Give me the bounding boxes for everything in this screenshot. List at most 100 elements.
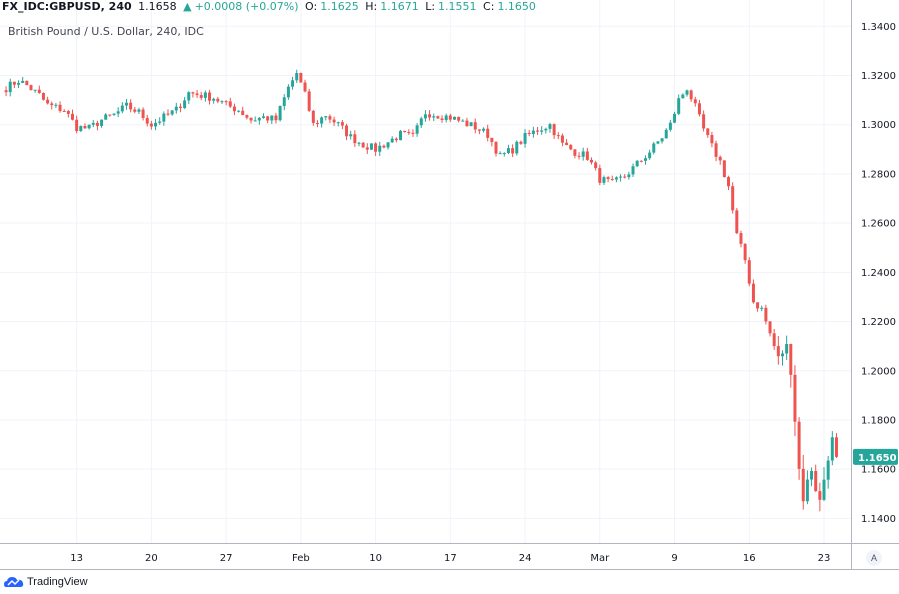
candle-body <box>237 110 241 112</box>
candle-body <box>286 86 290 98</box>
candle-body <box>818 491 822 500</box>
tradingview-logo[interactable]: TradingView <box>4 576 88 588</box>
candle-body <box>129 102 133 110</box>
candle-body <box>58 104 62 111</box>
low-value: 1.1551 <box>438 0 477 13</box>
candle-body <box>41 92 45 100</box>
candle-body <box>639 160 643 162</box>
candle-body <box>158 121 162 123</box>
candle-body <box>46 99 50 104</box>
symbol-name[interactable]: FX_IDC:GBPUSD, 240 <box>2 0 132 13</box>
y-tick-label: 1.2000 <box>861 366 896 377</box>
candle-body <box>531 130 535 135</box>
candle-body <box>403 130 407 133</box>
x-tick-label: 10 <box>369 553 382 564</box>
candle-body <box>610 179 614 181</box>
candle-body <box>627 174 631 178</box>
candle-body <box>673 113 677 123</box>
candle-body <box>257 117 261 121</box>
candle-body <box>440 118 444 120</box>
chart-subtitle: British Pound / U.S. Dollar, 240, IDC <box>8 25 204 38</box>
candle-body <box>112 113 116 115</box>
y-tick-label: 1.2800 <box>861 169 896 180</box>
candle-body <box>685 90 689 95</box>
candle-body <box>756 302 760 309</box>
candle-body <box>702 114 706 129</box>
candle-body <box>162 113 166 122</box>
candle-body <box>108 114 112 116</box>
candle-body <box>573 149 577 156</box>
candle-body <box>369 143 373 150</box>
candle-body <box>328 116 332 120</box>
open-label: O: <box>305 0 318 13</box>
candle-body <box>212 98 216 101</box>
candle-body <box>776 346 780 357</box>
candle-body <box>261 116 265 118</box>
candle-body <box>17 82 21 85</box>
candles <box>4 69 838 512</box>
candle-body <box>797 421 801 469</box>
candle-body <box>178 106 182 109</box>
candle-body <box>801 468 805 502</box>
candle-body <box>4 90 8 93</box>
candle-body <box>315 122 319 124</box>
candle-body <box>469 122 473 127</box>
candle-body <box>228 101 232 107</box>
candle-body <box>432 116 436 118</box>
candle-body <box>731 186 735 211</box>
x-tick-label: 17 <box>444 553 457 564</box>
candle-body <box>448 115 452 120</box>
candle-body <box>677 98 681 114</box>
y-tick-label: 1.1600 <box>861 465 896 476</box>
candle-body <box>415 125 419 134</box>
candle-body <box>141 109 145 118</box>
x-tick-label: 16 <box>743 553 756 564</box>
candle-body <box>95 122 99 126</box>
candle-body <box>320 117 324 124</box>
candle-body <box>511 148 515 154</box>
auto-scale-button[interactable]: A <box>866 550 882 566</box>
candle-body <box>785 344 789 354</box>
candle-body <box>569 145 573 150</box>
candle-body <box>482 128 486 131</box>
candle-body <box>581 151 585 157</box>
candle-body <box>822 479 826 500</box>
candle-body <box>643 158 647 161</box>
candle-body <box>793 374 797 422</box>
candle-body <box>556 135 560 137</box>
candle-body <box>536 130 540 132</box>
candle-body <box>12 81 16 85</box>
candle-body <box>594 162 598 169</box>
candle-body <box>399 130 403 141</box>
candle-body <box>461 120 465 122</box>
candle-body <box>216 98 220 102</box>
candle-body <box>805 479 809 502</box>
x-tick-label: 9 <box>671 553 677 564</box>
candle-body <box>548 124 552 129</box>
candle-body <box>631 166 635 175</box>
candle-body <box>826 460 830 480</box>
candle-body <box>166 113 170 115</box>
candle-body <box>473 122 477 130</box>
candle-body <box>727 177 731 187</box>
candle-body <box>648 152 652 159</box>
candle-body <box>428 114 432 118</box>
candle-body <box>199 95 203 98</box>
candle-body <box>814 470 818 492</box>
candle-body <box>203 92 207 98</box>
candle-body <box>253 120 257 122</box>
candle-body <box>465 120 469 127</box>
candle-body <box>224 101 228 103</box>
candle-body <box>345 125 349 137</box>
candle-body <box>8 81 12 93</box>
brand-name: TradingView <box>27 576 88 588</box>
candle-body <box>619 176 623 178</box>
candle-body <box>133 109 137 112</box>
candle-body <box>743 243 747 261</box>
y-tick-label: 1.2200 <box>861 317 896 328</box>
candle-body <box>303 82 307 92</box>
candle-body <box>100 119 104 126</box>
current-price-badge <box>853 448 898 465</box>
candle-body <box>29 85 33 91</box>
